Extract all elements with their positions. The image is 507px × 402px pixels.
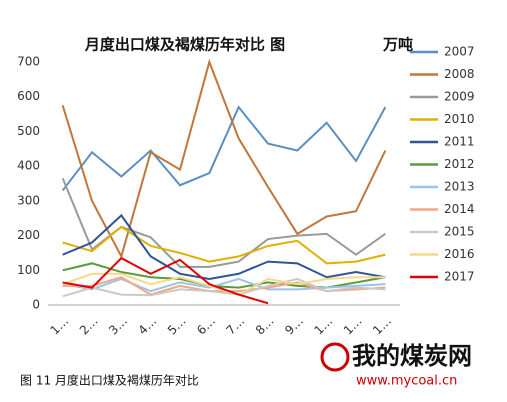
series-line [62,256,269,305]
legend-label: 2007 [444,45,475,59]
x-tick-label: 4… [135,314,159,338]
series-line [62,277,386,298]
legend-label: 2012 [444,157,475,171]
y-tick-label: 600 [17,89,40,103]
x-tick-label: 5… [165,314,189,338]
series-line [61,58,387,260]
logo [320,342,350,372]
legend-label: 2008 [444,67,475,81]
legend-label: 2014 [444,202,475,216]
legend-label: 2016 [444,247,475,261]
caption: 图 11 月度出口煤及褐煤历年对比 [20,373,199,388]
watermark-name: 我的煤炭网 [352,342,472,370]
legend-label: 2015 [444,225,475,239]
y-tick-label: 300 [17,193,40,207]
legend-label: 2010 [444,112,475,126]
watermark: 我的煤炭网 www.mycoal.cn [320,342,472,389]
chart-title: 月度出口煤及褐煤历年对比 图 [84,36,285,54]
legend-label: 2009 [444,90,475,104]
x-tick-label: 1… [47,314,71,338]
y-tick-label: 500 [17,124,40,138]
series-line [62,225,386,265]
y-tick-label: 100 [17,263,40,277]
x-tick-label: 6… [194,314,218,338]
series-line [61,177,386,268]
x-tick-label: 3… [106,314,130,338]
series-line [61,105,387,192]
x-tick-label: 7… [223,314,247,338]
watermark-url: www.mycoal.cn [356,374,457,389]
x-tick-label: 1… [370,314,394,338]
y-tick-label: 0 [32,298,40,312]
legend-label: 2013 [444,180,475,194]
x-tick-label: 8… [253,314,277,338]
series-line [62,277,386,293]
series-line [62,213,386,280]
legend-label: 2017 [444,270,475,284]
x-tick-label: 9… [282,314,306,338]
x-tick-label: 1… [341,314,365,338]
x-tick-label: 1… [311,314,335,338]
x-tick-label: 2… [77,314,101,338]
y-tick-label: 200 [17,228,40,242]
legend-label: 2011 [444,135,475,149]
unit-label: 万吨 [382,36,413,54]
y-tick-label: 400 [17,159,40,173]
y-tick-label: 700 [17,55,40,69]
